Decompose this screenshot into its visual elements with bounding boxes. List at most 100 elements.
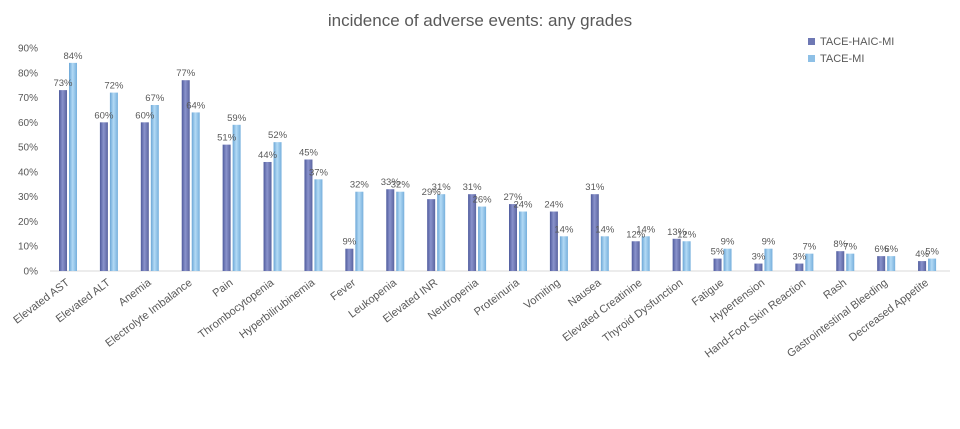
data-label: 37% bbox=[309, 167, 329, 178]
bar-tace-haic-mi bbox=[345, 248, 354, 271]
bar-tace-haic-mi bbox=[918, 261, 927, 271]
bar-tace-haic-mi bbox=[590, 194, 599, 271]
data-label: 51% bbox=[217, 133, 237, 144]
bar-tace-haic-mi bbox=[713, 258, 722, 271]
bar-tace-haic-mi bbox=[754, 263, 763, 271]
data-label: 6% bbox=[874, 244, 888, 255]
y-tick-label: 50% bbox=[18, 143, 38, 154]
data-label: 5% bbox=[925, 247, 939, 258]
legend-label: TACE-MI bbox=[820, 53, 864, 65]
chart-title: incidence of adverse events: any grades bbox=[328, 11, 632, 30]
legend: TACE-HAIC-MI TACE-MI bbox=[808, 36, 894, 65]
data-label: 7% bbox=[802, 242, 816, 253]
bar-tace-haic-mi bbox=[836, 251, 845, 271]
data-label: 27% bbox=[503, 192, 523, 203]
bar-tace-haic-mi bbox=[99, 122, 108, 271]
data-label: 77% bbox=[176, 68, 196, 79]
data-label: 84% bbox=[63, 51, 83, 62]
data-label: 60% bbox=[94, 110, 114, 121]
bar-tace-mi bbox=[723, 248, 732, 271]
legend-swatch bbox=[808, 55, 815, 62]
bar-tace-mi bbox=[232, 124, 241, 271]
data-label: 6% bbox=[884, 244, 898, 255]
data-label: 9% bbox=[721, 237, 735, 248]
bar-tace-mi bbox=[764, 248, 773, 271]
bar-tace-haic-mi bbox=[140, 122, 149, 271]
data-label: 3% bbox=[792, 252, 806, 263]
bar-tace-mi bbox=[928, 258, 937, 271]
bar-tace-haic-mi bbox=[672, 238, 681, 271]
bar-tace-mi bbox=[887, 256, 896, 271]
legend-swatch bbox=[808, 38, 815, 45]
bar-tace-haic-mi bbox=[468, 194, 477, 271]
data-label: 8% bbox=[833, 239, 847, 250]
data-label: 9% bbox=[762, 237, 776, 248]
data-label: 24% bbox=[513, 200, 533, 211]
y-tick-label: 10% bbox=[18, 242, 38, 253]
x-tick-label: Proteinuria bbox=[472, 276, 522, 318]
bar-tace-mi bbox=[846, 253, 855, 271]
bar-tace-haic-mi bbox=[263, 161, 272, 271]
y-tick-label: 0% bbox=[24, 267, 39, 278]
data-label: 31% bbox=[432, 182, 452, 193]
data-label: 32% bbox=[391, 180, 411, 191]
data-label: 14% bbox=[636, 224, 656, 235]
data-label: 60% bbox=[135, 110, 155, 121]
data-label: 64% bbox=[186, 100, 206, 111]
bar-tace-haic-mi bbox=[795, 263, 804, 271]
bar-tace-mi bbox=[396, 191, 405, 271]
data-label: 52% bbox=[268, 130, 288, 141]
bar-tace-mi bbox=[559, 236, 568, 271]
data-label: 59% bbox=[227, 113, 247, 124]
bar-tace-mi bbox=[150, 104, 159, 271]
bar-tace-haic-mi bbox=[386, 189, 395, 271]
data-label: 44% bbox=[258, 150, 278, 161]
x-tick-label: Pain bbox=[211, 277, 236, 300]
bar-tace-mi bbox=[600, 236, 609, 271]
x-tick-label: Nausea bbox=[566, 276, 604, 309]
data-label: 14% bbox=[595, 224, 615, 235]
data-label: 32% bbox=[350, 180, 370, 191]
x-tick-label: Fatigue bbox=[690, 277, 727, 309]
data-label: 5% bbox=[711, 247, 725, 258]
bar-tace-haic-mi bbox=[549, 211, 558, 271]
x-tick-label: Rash bbox=[821, 277, 849, 302]
data-label: 24% bbox=[544, 200, 564, 211]
data-label: 31% bbox=[463, 182, 483, 193]
bar-tace-mi bbox=[69, 62, 77, 271]
bar-tace-haic-mi bbox=[59, 90, 67, 271]
x-tick-label: Hyperbilirubinemia bbox=[237, 276, 318, 341]
x-tick-label: Anemia bbox=[117, 276, 155, 309]
data-label: 73% bbox=[53, 78, 73, 89]
y-tick-label: 80% bbox=[18, 68, 38, 79]
bar-tace-haic-mi bbox=[427, 199, 436, 271]
bar-tace-haic-mi bbox=[181, 80, 190, 271]
bar-tace-haic-mi bbox=[509, 204, 517, 271]
data-label: 26% bbox=[473, 195, 493, 206]
legend-label: TACE-HAIC-MI bbox=[820, 36, 894, 48]
y-tick-label: 70% bbox=[18, 93, 38, 104]
data-labels: 73% 84% 60% 72% 60% 67% 77% 64% 51% 59% 44% 52% 45% 3… bbox=[53, 51, 939, 263]
bar-tace-mi bbox=[191, 112, 200, 271]
data-label: 7% bbox=[843, 242, 857, 253]
data-label: 3% bbox=[752, 252, 766, 263]
y-tick-label: 20% bbox=[18, 217, 38, 228]
y-tick-label: 40% bbox=[18, 167, 38, 178]
bar-tace-mi bbox=[109, 92, 118, 271]
data-label: 31% bbox=[585, 182, 605, 193]
data-label: 9% bbox=[342, 237, 356, 248]
data-label: 12% bbox=[677, 229, 697, 240]
data-label: 4% bbox=[915, 249, 929, 260]
bar-tace-mi bbox=[805, 253, 814, 271]
data-label: 13% bbox=[667, 227, 687, 238]
data-label: 72% bbox=[104, 81, 124, 92]
bar-tace-mi bbox=[478, 206, 487, 271]
bar-tace-mi bbox=[314, 179, 323, 271]
bar-tace-mi bbox=[641, 236, 650, 271]
bar-tace-mi bbox=[519, 211, 527, 271]
bar-tace-mi bbox=[682, 241, 691, 271]
x-tick-label: Vomiting bbox=[522, 277, 563, 312]
bar-tace-haic-mi bbox=[631, 241, 640, 271]
